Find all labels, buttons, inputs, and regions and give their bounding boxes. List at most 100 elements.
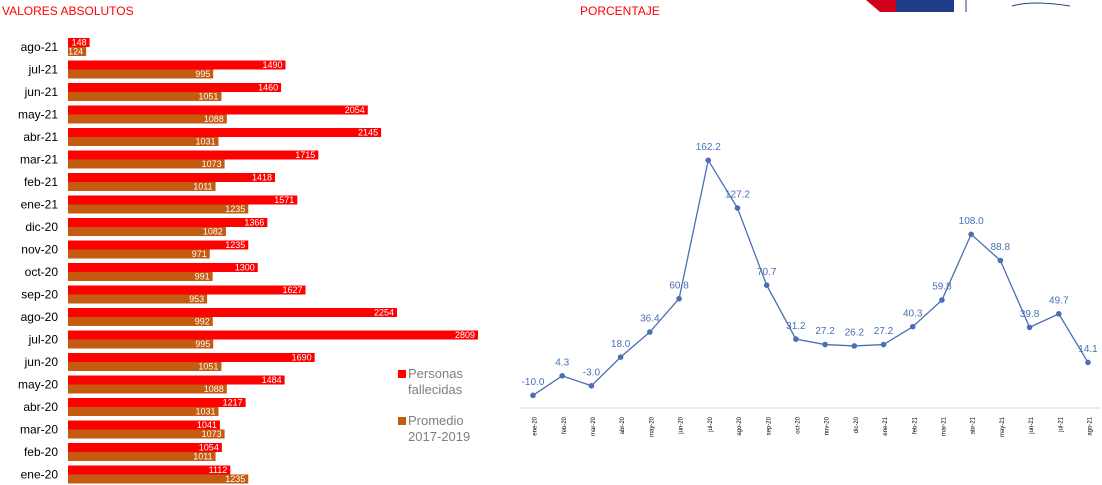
bar [68,38,90,47]
x-tick-label: abr-21 [971,416,977,434]
bar [68,375,285,385]
legend-item: Promedio 2017-2019 [398,413,488,445]
bar [68,452,216,461]
point [588,382,595,389]
bar [68,339,214,349]
x-tick-label: mar-21 [942,416,948,436]
y-tick-label: jun-20 [24,355,59,369]
data-label: 1235 [225,474,245,484]
data-label: 1235 [225,240,245,250]
data-label: 1366 [244,217,264,227]
y-tick-label: sep-20 [21,288,58,302]
bar [68,92,222,101]
data-label: 1051 [198,91,218,101]
data-label: 992 [195,316,210,326]
x-tick-label: jul-20 [708,416,714,432]
point [1085,359,1091,366]
legend-label: Promedio 2017-2019 [408,413,471,444]
y-tick-label: feb-20 [24,445,58,459]
x-tick-label: may-21 [1000,416,1006,437]
point [1055,311,1062,317]
data-label: 1112 [209,465,228,475]
data-label: 1217 [223,397,243,407]
data-label: 1041 [197,420,217,430]
point [705,157,712,164]
y-tick-label: may-21 [18,108,58,122]
data-label: 148 [72,37,87,47]
bar [68,308,397,317]
y-tick-label: ene-21 [21,198,59,212]
data-label: 953 [189,294,204,304]
point [822,341,828,348]
data-label: 2054 [345,105,365,115]
data-label: 1031 [195,136,215,146]
data-label: 70.7 [757,267,777,278]
y-tick-label: abr-21 [23,130,58,144]
data-label: 39.8 [1020,309,1040,320]
x-tick-label: ene-20 [533,416,539,435]
bar [68,465,231,475]
point [530,392,536,399]
data-label: 995 [195,339,210,349]
data-label: 59.8 [932,282,952,293]
data-label: 1051 [198,361,218,371]
bar [68,317,213,326]
bar [68,420,220,430]
point [880,341,887,348]
bar [68,150,319,160]
bar [68,128,382,137]
data-label: -3.0 [583,367,601,378]
bar [68,47,87,56]
legend-item: Personas fallecidas [398,366,488,398]
bar [68,263,258,272]
bar [68,60,286,70]
x-tick-label: ene-21 [883,416,889,435]
point [559,373,566,379]
point [997,257,1004,264]
bar [68,353,315,362]
data-label: 991 [195,271,210,281]
x-tick-label: oct-20 [795,416,801,433]
y-tick-label: ago-20 [21,310,59,324]
bar [68,114,227,124]
y-tick-label: ene-20 [21,468,59,482]
bar [68,249,210,259]
data-label: 2145 [358,127,378,137]
logo [866,0,1071,12]
data-label: 1073 [202,429,222,439]
bar [68,227,226,236]
data-label: 162.2 [696,142,721,153]
chart-title: VALORES ABSOLUTOS [2,4,134,18]
bar [68,398,246,407]
data-label: 27.2 [815,326,835,337]
y-tick-label: may-20 [18,378,58,392]
data-label: 18.0 [611,339,631,350]
data-label: 1031 [195,406,215,416]
point [851,343,858,349]
data-label: 49.7 [1049,296,1069,307]
y-tick-label: jul-20 [28,333,59,347]
point [909,323,916,330]
data-label: 971 [192,249,207,259]
data-label: 1300 [235,262,255,272]
data-label: 1088 [204,384,224,394]
bar [68,330,478,340]
bar [68,474,249,484]
data-label: 1011 [193,451,212,461]
data-label: 26.2 [845,328,865,339]
x-tick-label: dic-20 [854,416,860,433]
bar [68,285,306,295]
y-tick-label: dic-20 [25,220,58,234]
data-label: 1073 [202,159,222,169]
x-tick-label: jun-21 [1029,416,1035,434]
bar [68,173,275,182]
y-tick-label: oct-20 [25,265,59,279]
y-tick-label: ago-21 [21,40,59,54]
data-label: 36.4 [640,314,660,325]
legend-swatch [398,370,406,378]
bar [68,240,249,250]
y-tick-label: abr-20 [23,400,58,414]
data-label: 1011 [193,181,212,191]
